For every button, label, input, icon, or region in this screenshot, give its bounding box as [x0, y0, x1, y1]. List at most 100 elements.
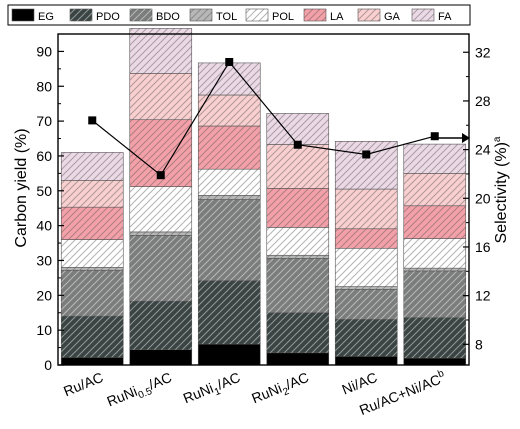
bar-hatch-ga-1 — [130, 73, 192, 119]
bar-hatch-pol-4 — [335, 248, 397, 286]
bar-hatch-pdo-5 — [404, 318, 466, 358]
bar-hatch-la-4 — [335, 229, 397, 249]
x-label-tail-1: /AC — [146, 369, 174, 393]
selectivity-point-4 — [362, 150, 370, 158]
y2-tick-label-24: 24 — [475, 142, 491, 158]
x-label-main-0: Ru/AC — [61, 369, 105, 399]
bar-hatch-pdo-3 — [267, 313, 329, 353]
x-label-main-1: RuNi — [104, 383, 139, 409]
y-tick-label-60: 60 — [36, 148, 52, 164]
y-tick-label-80: 80 — [36, 78, 52, 94]
y2-tick-label-16: 16 — [475, 239, 491, 255]
x-tick-label-0: Ru/AC — [61, 369, 105, 399]
bar-hatch-ga-3 — [267, 144, 329, 188]
selectivity-point-5 — [431, 132, 439, 140]
bar-hatch-bdo-4 — [335, 289, 397, 319]
y2-tick-label-32: 32 — [475, 44, 491, 60]
bar-hatch-pol-2 — [198, 169, 260, 195]
x-tick-label-2: RuNi1/AC — [181, 369, 244, 410]
bar-hatch-bdo-0 — [61, 270, 123, 316]
y2-tick-label-12: 12 — [475, 288, 491, 304]
y2-tick-label-28: 28 — [475, 93, 491, 109]
bar-hatch-tol-0 — [61, 267, 123, 270]
bar-hatch-la-5 — [404, 206, 466, 239]
bar-hatch-fa-5 — [404, 144, 466, 173]
selectivity-point-3 — [294, 141, 302, 149]
right-axis-arrow-icon — [438, 133, 470, 143]
bar-hatch-pdo-0 — [61, 316, 123, 357]
bar-hatch-tol-4 — [335, 287, 397, 290]
y-tick-label-0: 0 — [44, 357, 52, 373]
legend-label-la: LA — [330, 11, 344, 23]
bar-hatch-ga-2 — [198, 95, 260, 126]
y2-axis-title: Selectivity (%)a — [492, 136, 510, 243]
legend-label-pol: POL — [272, 11, 294, 23]
y-tick-label-50: 50 — [36, 183, 52, 199]
bar-hatch-bdo-1 — [130, 235, 192, 301]
x-label-main-3: RuNi — [249, 380, 284, 406]
stacked-bars — [61, 28, 466, 365]
x-tick-label-1: RuNi0.5/AC — [104, 369, 175, 413]
bar-hatch-pdo-1 — [130, 301, 192, 349]
bar-hatch-pol-0 — [61, 240, 123, 268]
legend-label-fa: FA — [438, 11, 452, 23]
bar-hatch-ga-0 — [61, 180, 123, 207]
x-tick-label-4: Ni/AC — [339, 369, 379, 398]
y-tick-label-70: 70 — [36, 113, 52, 129]
bar-hatch-pdo-2 — [198, 281, 260, 344]
bar-hatch-fa-2 — [198, 63, 260, 95]
x-tick-label-3: RuNi2/AC — [249, 369, 312, 410]
legend-swatch-hatch-pdo — [70, 9, 92, 21]
legend-swatch-eg — [12, 9, 34, 21]
legend-swatch-hatch-ga — [358, 9, 380, 21]
bar-hatch-fa-1 — [130, 28, 192, 73]
bar-hatch-pol-5 — [404, 239, 466, 269]
y-tick-label-30: 30 — [36, 252, 52, 268]
legend-swatch-hatch-tol — [190, 9, 212, 21]
bar-hatch-bdo-3 — [267, 258, 329, 312]
y-axis-title: Carbon yield (%) — [13, 128, 30, 247]
y-tick-label-90: 90 — [36, 43, 52, 59]
legend-label-bdo: BDO — [156, 11, 180, 23]
y2-axis-title-text: Selectivity (%) — [493, 142, 510, 243]
bar-hatch-ga-4 — [335, 189, 397, 229]
bar-hatch-la-3 — [267, 188, 329, 227]
y-tick-label-10: 10 — [36, 322, 52, 338]
x-label-tail-3: /AC — [283, 369, 311, 393]
y-tick-label-40: 40 — [36, 218, 52, 234]
bar-hatch-pol-1 — [130, 187, 192, 232]
legend-swatch-hatch-bdo — [130, 9, 152, 21]
bar-hatch-tol-3 — [267, 255, 329, 258]
legend-swatch-hatch-pol — [246, 9, 268, 21]
legend-label-tol: TOL — [216, 11, 237, 23]
bar-hatch-fa-0 — [61, 152, 123, 180]
y2-tick-label-20: 20 — [475, 190, 491, 206]
y-tick-label-20: 20 — [36, 287, 52, 303]
selectivity-point-1 — [157, 171, 165, 179]
bar-hatch-tol-2 — [198, 195, 260, 199]
x-axis-category-labels: Ru/AC RuNi0.5/AC RuNi1/AC RuNi2/AC Ni/ACRu/A… — [61, 368, 448, 418]
y-axis-tick-labels: 0 10 20 30 40 50 60 70 80 90 — [36, 43, 52, 373]
bar-hatch-bdo-2 — [198, 200, 260, 281]
y2-axis-title-sup: a — [492, 136, 503, 142]
legend: EG PDO BDO TOL POL LA GA FA — [8, 5, 470, 25]
selectivity-point-0 — [88, 116, 96, 124]
bar-hatch-tol-5 — [404, 268, 466, 271]
bar-hatch-pol-3 — [267, 227, 329, 255]
bar-hatch-ga-5 — [404, 173, 466, 205]
x-label-tail-2: /AC — [215, 369, 243, 393]
y2-axis-tick-labels: 8 12 16 20 24 28 32 — [475, 44, 491, 352]
x-label-main-4: Ni/AC — [339, 369, 379, 398]
bar-hatch-tol-1 — [130, 232, 192, 235]
bar-hatch-la-0 — [61, 207, 123, 239]
legend-label-pdo: PDO — [96, 11, 120, 23]
selectivity-point-2 — [225, 58, 233, 66]
bar-hatch-la-2 — [198, 126, 260, 169]
x-label-main-2: RuNi — [181, 380, 216, 406]
y2-tick-label-8: 8 — [475, 336, 483, 352]
bar-hatch-pdo-4 — [335, 319, 397, 356]
legend-swatch-hatch-la — [304, 9, 326, 21]
legend-swatch-hatch-fa — [412, 9, 434, 21]
legend-label-ga: GA — [384, 11, 401, 23]
